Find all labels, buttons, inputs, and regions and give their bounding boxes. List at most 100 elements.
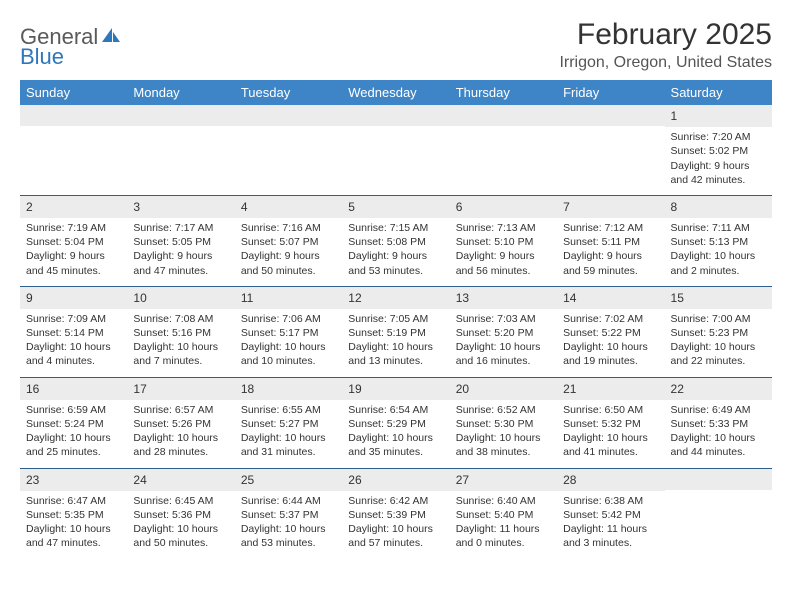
day-details: Sunrise: 6:52 AMSunset: 5:30 PMDaylight:… bbox=[450, 400, 557, 468]
calendar-day-cell: 26Sunrise: 6:42 AMSunset: 5:39 PMDayligh… bbox=[342, 468, 449, 558]
calendar-day-cell: 8Sunrise: 7:11 AMSunset: 5:13 PMDaylight… bbox=[665, 195, 772, 286]
daylight-text-2: and 47 minutes. bbox=[26, 536, 121, 550]
daylight-text-2: and 7 minutes. bbox=[133, 354, 228, 368]
daylight-text-1: Daylight: 9 hours bbox=[26, 249, 121, 263]
day-details: Sunrise: 7:00 AMSunset: 5:23 PMDaylight:… bbox=[665, 309, 772, 377]
day-number: 11 bbox=[235, 287, 342, 309]
calendar-day-cell: 10Sunrise: 7:08 AMSunset: 5:16 PMDayligh… bbox=[127, 286, 234, 377]
empty-day-number bbox=[665, 469, 772, 490]
daylight-text-1: Daylight: 11 hours bbox=[456, 522, 551, 536]
daylight-text-1: Daylight: 9 hours bbox=[671, 159, 766, 173]
sunrise-text: Sunrise: 7:03 AM bbox=[456, 312, 551, 326]
sunrise-text: Sunrise: 6:50 AM bbox=[563, 403, 658, 417]
calendar-day-cell: 24Sunrise: 6:45 AMSunset: 5:36 PMDayligh… bbox=[127, 468, 234, 558]
daylight-text-2: and 2 minutes. bbox=[671, 264, 766, 278]
day-details: Sunrise: 7:09 AMSunset: 5:14 PMDaylight:… bbox=[20, 309, 127, 377]
calendar-day-cell: 7Sunrise: 7:12 AMSunset: 5:11 PMDaylight… bbox=[557, 195, 664, 286]
daylight-text-2: and 19 minutes. bbox=[563, 354, 658, 368]
sunset-text: Sunset: 5:17 PM bbox=[241, 326, 336, 340]
page-subtitle: Irrigon, Oregon, United States bbox=[559, 54, 772, 72]
calendar-day-cell: 25Sunrise: 6:44 AMSunset: 5:37 PMDayligh… bbox=[235, 468, 342, 558]
sunrise-text: Sunrise: 6:44 AM bbox=[241, 494, 336, 508]
day-details: Sunrise: 6:59 AMSunset: 5:24 PMDaylight:… bbox=[20, 400, 127, 468]
day-details: Sunrise: 7:05 AMSunset: 5:19 PMDaylight:… bbox=[342, 309, 449, 377]
empty-day-body bbox=[235, 126, 342, 190]
day-number: 27 bbox=[450, 469, 557, 491]
daylight-text-2: and 22 minutes. bbox=[671, 354, 766, 368]
empty-day-body bbox=[665, 490, 772, 554]
sunrise-text: Sunrise: 6:54 AM bbox=[348, 403, 443, 417]
day-details: Sunrise: 7:13 AMSunset: 5:10 PMDaylight:… bbox=[450, 218, 557, 286]
sunrise-text: Sunrise: 7:13 AM bbox=[456, 221, 551, 235]
daylight-text-2: and 13 minutes. bbox=[348, 354, 443, 368]
sunset-text: Sunset: 5:19 PM bbox=[348, 326, 443, 340]
calendar-day-cell bbox=[20, 105, 127, 195]
daylight-text-2: and 4 minutes. bbox=[26, 354, 121, 368]
calendar-day-cell: 9Sunrise: 7:09 AMSunset: 5:14 PMDaylight… bbox=[20, 286, 127, 377]
day-number: 24 bbox=[127, 469, 234, 491]
day-number: 25 bbox=[235, 469, 342, 491]
calendar-day-cell bbox=[450, 105, 557, 195]
weekday-header: Monday bbox=[127, 80, 234, 105]
calendar-day-cell: 1Sunrise: 7:20 AMSunset: 5:02 PMDaylight… bbox=[665, 105, 772, 195]
sunset-text: Sunset: 5:23 PM bbox=[671, 326, 766, 340]
sunset-text: Sunset: 5:10 PM bbox=[456, 235, 551, 249]
daylight-text-1: Daylight: 10 hours bbox=[26, 431, 121, 445]
daylight-text-2: and 3 minutes. bbox=[563, 536, 658, 550]
sunrise-text: Sunrise: 6:40 AM bbox=[456, 494, 551, 508]
daylight-text-2: and 25 minutes. bbox=[26, 445, 121, 459]
daylight-text-2: and 53 minutes. bbox=[241, 536, 336, 550]
sunrise-text: Sunrise: 6:42 AM bbox=[348, 494, 443, 508]
day-details: Sunrise: 6:55 AMSunset: 5:27 PMDaylight:… bbox=[235, 400, 342, 468]
day-details: Sunrise: 6:42 AMSunset: 5:39 PMDaylight:… bbox=[342, 491, 449, 559]
sunset-text: Sunset: 5:39 PM bbox=[348, 508, 443, 522]
sunrise-text: Sunrise: 7:11 AM bbox=[671, 221, 766, 235]
calendar-day-cell: 13Sunrise: 7:03 AMSunset: 5:20 PMDayligh… bbox=[450, 286, 557, 377]
daylight-text-1: Daylight: 11 hours bbox=[563, 522, 658, 536]
day-details: Sunrise: 6:49 AMSunset: 5:33 PMDaylight:… bbox=[665, 400, 772, 468]
empty-day-body bbox=[342, 126, 449, 190]
calendar-day-cell bbox=[342, 105, 449, 195]
daylight-text-1: Daylight: 10 hours bbox=[241, 431, 336, 445]
calendar-day-cell: 18Sunrise: 6:55 AMSunset: 5:27 PMDayligh… bbox=[235, 377, 342, 468]
daylight-text-1: Daylight: 10 hours bbox=[671, 340, 766, 354]
day-number: 6 bbox=[450, 196, 557, 218]
daylight-text-2: and 45 minutes. bbox=[26, 264, 121, 278]
daylight-text-1: Daylight: 10 hours bbox=[133, 340, 228, 354]
logo-sail-icon bbox=[98, 24, 122, 50]
day-details: Sunrise: 6:45 AMSunset: 5:36 PMDaylight:… bbox=[127, 491, 234, 559]
day-details: Sunrise: 7:19 AMSunset: 5:04 PMDaylight:… bbox=[20, 218, 127, 286]
sunrise-text: Sunrise: 7:15 AM bbox=[348, 221, 443, 235]
day-details: Sunrise: 6:40 AMSunset: 5:40 PMDaylight:… bbox=[450, 491, 557, 559]
daylight-text-1: Daylight: 9 hours bbox=[133, 249, 228, 263]
sunset-text: Sunset: 5:26 PM bbox=[133, 417, 228, 431]
day-number: 18 bbox=[235, 378, 342, 400]
calendar-day-cell: 16Sunrise: 6:59 AMSunset: 5:24 PMDayligh… bbox=[20, 377, 127, 468]
daylight-text-2: and 31 minutes. bbox=[241, 445, 336, 459]
calendar-day-cell: 23Sunrise: 6:47 AMSunset: 5:35 PMDayligh… bbox=[20, 468, 127, 558]
sunset-text: Sunset: 5:37 PM bbox=[241, 508, 336, 522]
day-number: 16 bbox=[20, 378, 127, 400]
sunset-text: Sunset: 5:07 PM bbox=[241, 235, 336, 249]
daylight-text-2: and 44 minutes. bbox=[671, 445, 766, 459]
daylight-text-1: Daylight: 10 hours bbox=[348, 431, 443, 445]
day-number: 21 bbox=[557, 378, 664, 400]
calendar-day-cell: 21Sunrise: 6:50 AMSunset: 5:32 PMDayligh… bbox=[557, 377, 664, 468]
calendar-week-row: 23Sunrise: 6:47 AMSunset: 5:35 PMDayligh… bbox=[20, 468, 772, 558]
title-block: February 2025 Irrigon, Oregon, United St… bbox=[559, 18, 772, 72]
sunset-text: Sunset: 5:05 PM bbox=[133, 235, 228, 249]
day-number: 13 bbox=[450, 287, 557, 309]
calendar-day-cell: 2Sunrise: 7:19 AMSunset: 5:04 PMDaylight… bbox=[20, 195, 127, 286]
day-details: Sunrise: 6:54 AMSunset: 5:29 PMDaylight:… bbox=[342, 400, 449, 468]
day-number: 9 bbox=[20, 287, 127, 309]
calendar-day-cell: 3Sunrise: 7:17 AMSunset: 5:05 PMDaylight… bbox=[127, 195, 234, 286]
sunset-text: Sunset: 5:02 PM bbox=[671, 144, 766, 158]
sunset-text: Sunset: 5:04 PM bbox=[26, 235, 121, 249]
sunset-text: Sunset: 5:32 PM bbox=[563, 417, 658, 431]
calendar-week-row: 16Sunrise: 6:59 AMSunset: 5:24 PMDayligh… bbox=[20, 377, 772, 468]
sunrise-text: Sunrise: 7:08 AM bbox=[133, 312, 228, 326]
empty-day-body bbox=[557, 126, 664, 190]
daylight-text-2: and 0 minutes. bbox=[456, 536, 551, 550]
daylight-text-2: and 59 minutes. bbox=[563, 264, 658, 278]
sunrise-text: Sunrise: 7:12 AM bbox=[563, 221, 658, 235]
